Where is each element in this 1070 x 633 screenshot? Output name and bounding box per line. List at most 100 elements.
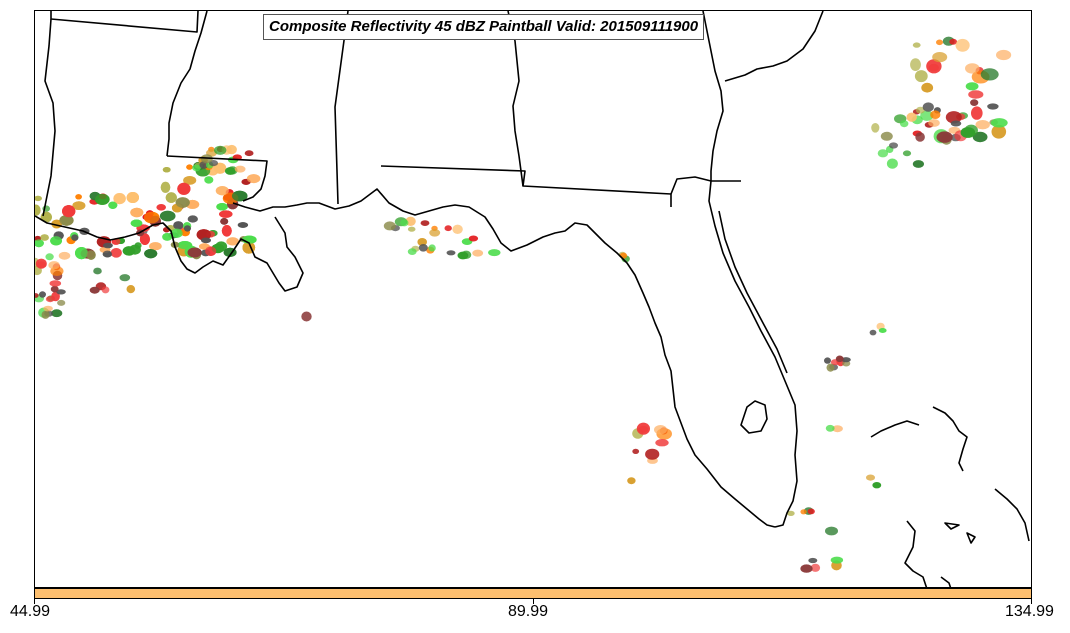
coast-louisiana: [35, 215, 304, 292]
reflectivity-blob: [35, 204, 41, 216]
reflectivity-map: [35, 11, 1030, 587]
reflectivity-blob: [58, 251, 71, 260]
reflectivity-blob: [110, 248, 122, 258]
reflectivity-blob: [871, 123, 880, 133]
reflectivity-blob: [922, 102, 934, 112]
coast-florida-east: [708, 180, 798, 528]
reflectivity-blob: [638, 425, 649, 433]
reflectivity-blob: [800, 509, 807, 515]
reflectivity-blob: [160, 181, 171, 193]
reflectivity-blob: [866, 474, 875, 481]
reflectivity-blob: [216, 203, 228, 211]
reflectivity-blob: [996, 49, 1012, 61]
state-border-georgia-florida: [670, 176, 712, 195]
reflectivity-blob: [930, 110, 941, 119]
reflectivity-blob: [49, 280, 62, 287]
reflectivity-blob: [921, 82, 934, 93]
reflectivity-blob: [800, 564, 813, 573]
reflectivity-blob: [869, 329, 877, 336]
reflectivity-blob: [108, 201, 118, 209]
reflectivity-blob: [928, 63, 939, 72]
reflectivity-blob: [226, 237, 239, 246]
reflectivity-blob: [45, 253, 54, 261]
coast-bahamas-andros: [870, 406, 968, 472]
coast-cuba: [904, 520, 952, 587]
reflectivity-blob: [119, 274, 131, 282]
reflectivity-blob: [400, 219, 409, 227]
reflectivity-blob: [89, 286, 100, 294]
reflectivity-blob: [192, 164, 201, 172]
reflectivity-blob: [877, 149, 889, 158]
reflectivity-blob: [417, 238, 428, 246]
lake-okeechobee: [740, 400, 768, 434]
reflectivity-blob: [213, 162, 227, 174]
reflectivity-blob: [654, 425, 667, 435]
reflectivity-blob: [50, 285, 59, 293]
reflectivity-blob: [936, 39, 943, 46]
island-small-2: [966, 532, 976, 544]
reflectivity-blob: [825, 526, 838, 536]
reflectivity-blob: [93, 267, 102, 275]
reflectivity-blob: [126, 192, 139, 203]
reflectivity-blob: [214, 145, 227, 155]
florida-lagoon: [718, 210, 788, 374]
reflectivity-blob: [461, 250, 472, 259]
reflectivity-blob: [221, 225, 232, 237]
reflectivity-blob: [987, 103, 999, 110]
reflectivity-blob: [234, 165, 246, 173]
reflectivity-blob: [130, 207, 144, 218]
geography-lines: [35, 11, 1030, 587]
reflectivity-blob: [872, 482, 882, 489]
reflectivity-blob: [35, 293, 39, 298]
reflectivity-blob: [950, 120, 962, 127]
map-title: Composite Reflectivity 45 dBZ Paintball …: [263, 14, 705, 40]
reflectivity-blob: [824, 357, 831, 364]
reflectivity-blob: [968, 90, 984, 99]
reflectivity-blob: [75, 247, 88, 260]
reflectivity-blob: [915, 106, 925, 114]
reflectivity-blob: [139, 233, 150, 245]
reflectivity-blob: [205, 246, 217, 256]
reflectivity-blob: [95, 193, 110, 205]
reflectivity-blob: [173, 221, 184, 230]
reflectivity-blob: [980, 68, 999, 81]
reflectivity-blob: [219, 210, 233, 218]
reflectivity-blob: [900, 120, 909, 128]
reflectivity-blob: [179, 186, 189, 194]
reflectivity-blob: [886, 158, 898, 169]
reflectivity-blob: [965, 63, 980, 74]
reflectivity-blob: [56, 289, 66, 295]
reflectivity-blob: [488, 249, 501, 257]
reflectivity-blob: [418, 244, 428, 252]
reflectivity-blob: [932, 52, 948, 63]
reflectivity-blob: [383, 221, 396, 231]
reflectivity-blob: [39, 291, 46, 298]
island-small-1: [944, 522, 960, 530]
reflectivity-blob: [807, 508, 815, 515]
state-border-louisiana-mississippi-east: [166, 155, 268, 202]
reflectivity-blob: [101, 286, 110, 294]
reflectivity-blob: [928, 119, 940, 127]
reflectivity-blob: [429, 229, 441, 237]
reflectivity-blob: [468, 235, 479, 242]
reflectivity-blob: [170, 228, 183, 238]
reflectivity-blob: [991, 124, 1007, 139]
reflectivity-blob: [75, 194, 82, 200]
reflectivity-blob: [970, 99, 979, 106]
reflectivity-blob: [945, 111, 962, 124]
colorbar-tick-left: [34, 599, 35, 604]
reflectivity-blob: [246, 174, 261, 184]
reflectivity-blob: [36, 261, 46, 268]
reflectivity-blob: [972, 131, 988, 143]
state-border-mississippi-river: [166, 11, 208, 157]
reflectivity-blob: [149, 242, 162, 251]
reflectivity-blob: [45, 296, 55, 303]
reflectivity-blob: [878, 328, 887, 333]
reflectivity-blob: [126, 285, 136, 294]
colorbar-label-min: 44.99: [10, 603, 51, 620]
reflectivity-blob: [71, 234, 79, 241]
reflectivity-blob: [912, 160, 925, 168]
reflectivity-blob: [244, 150, 254, 157]
reflectivity-blob: [915, 132, 925, 142]
reflectivity-blob: [832, 425, 843, 433]
